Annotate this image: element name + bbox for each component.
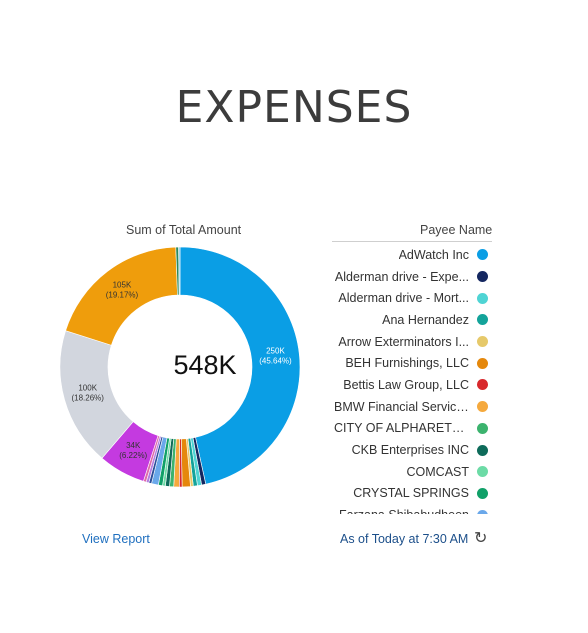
legend-label: Bettis Law Group, LLC	[343, 377, 469, 392]
legend-swatch-icon	[477, 292, 488, 304]
legend-item[interactable]: Alderman drive - Expe...	[332, 266, 492, 288]
slice-value-label: 100K	[78, 383, 97, 392]
legend-swatch-icon	[477, 422, 488, 434]
slice-percent-label: (45.64%)	[259, 357, 292, 366]
legend-label: Alderman drive - Mort...	[338, 291, 469, 306]
legend[interactable]: AdWatch Inc Alderman drive - Expe... Alder…	[332, 244, 492, 514]
legend-swatch-icon	[477, 401, 488, 413]
slice-value-label: 34K	[126, 441, 141, 450]
chart-title: Sum of Total Amount	[126, 223, 242, 237]
legend-item[interactable]: Ana Hernandez	[332, 309, 492, 331]
legend-swatch-icon	[477, 444, 488, 456]
slice-percent-label: (6.22%)	[119, 451, 147, 460]
legend-divider	[332, 241, 492, 242]
legend-swatch-icon	[477, 336, 488, 348]
legend-swatch-icon	[477, 487, 488, 499]
slice-percent-label: (19.17%)	[106, 291, 139, 300]
legend-label: Ana Hernandez	[382, 312, 469, 327]
legend-label: AdWatch Inc	[398, 247, 469, 262]
legend-label: CKB Enterprises INC	[351, 443, 469, 458]
legend-item[interactable]: CITY OF ALPHARETTA ...	[332, 418, 492, 440]
legend-swatch-icon	[477, 509, 488, 514]
legend-swatch-icon	[477, 271, 488, 283]
legend-label: Farzana Shibabudheen	[339, 508, 469, 514]
legend-item[interactable]: CRYSTAL SPRINGS	[332, 483, 492, 505]
donut-slice-adwatch-inc[interactable]	[179, 246, 301, 485]
legend-label: BMW Financial Services	[334, 399, 469, 414]
legend-swatch-icon	[477, 466, 488, 478]
legend-swatch-icon	[477, 314, 488, 326]
donut-slice-20[interactable]	[178, 246, 181, 296]
page-title: EXPENSES	[175, 82, 413, 133]
donut-chart: 250K(45.64%) 34K(6.22%) 100K(18.26%) 105K(1…	[59, 246, 301, 488]
legend-item[interactable]: COMCAST	[332, 461, 492, 483]
legend-label: BEH Furnishings, LLC	[345, 356, 469, 371]
refresh-icon[interactable]: ↻	[474, 530, 488, 547]
legend-label: CITY OF ALPHARETTA ...	[334, 421, 469, 436]
legend-title: Payee Name	[420, 223, 493, 237]
legend-item[interactable]: Alderman drive - Mort...	[332, 287, 492, 309]
slice-value-label: 105K	[113, 281, 132, 290]
legend-item[interactable]: Arrow Exterminators I...	[332, 331, 492, 353]
view-report-link[interactable]: View Report	[82, 532, 150, 546]
total-value: 548K	[173, 350, 237, 380]
legend-item[interactable]: BEH Furnishings, LLC	[332, 352, 492, 374]
legend-label: CRYSTAL SPRINGS	[353, 486, 469, 501]
legend-swatch-icon	[477, 249, 488, 261]
slice-percent-label: (18.26%)	[71, 393, 104, 402]
slice-value-label: 250K	[266, 347, 285, 356]
legend-swatch-icon	[477, 357, 488, 369]
legend-label: Alderman drive - Expe...	[334, 269, 469, 284]
legend-label: Arrow Exterminators I...	[338, 334, 469, 349]
legend-item[interactable]: Bettis Law Group, LLC	[332, 374, 492, 396]
legend-item[interactable]: BMW Financial Services	[332, 396, 492, 418]
legend-label: COMCAST	[406, 464, 470, 479]
legend-item[interactable]: CKB Enterprises INC	[332, 439, 492, 461]
as-of-timestamp: As of Today at 7:30 AM	[340, 532, 469, 546]
legend-item[interactable]: Farzana Shibabudheen	[332, 504, 492, 514]
legend-swatch-icon	[477, 379, 488, 391]
legend-item[interactable]: AdWatch Inc	[332, 244, 492, 266]
